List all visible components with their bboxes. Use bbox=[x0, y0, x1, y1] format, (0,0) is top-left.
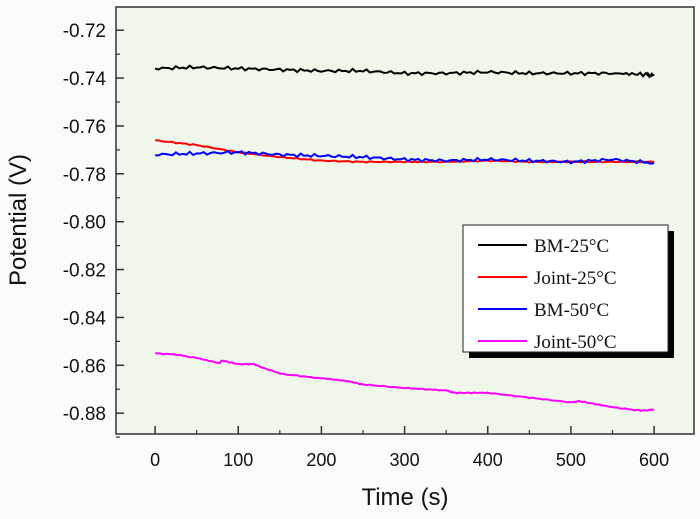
y-tick-label: -0.72 bbox=[63, 21, 106, 42]
legend-label-3: BM-50°C bbox=[534, 300, 609, 321]
y-tick-label: -0.84 bbox=[63, 308, 107, 329]
x-tick-label: 200 bbox=[306, 450, 336, 470]
legend-box bbox=[462, 224, 669, 353]
series-line-4 bbox=[154, 352, 655, 412]
y-tick-label: -0.76 bbox=[63, 117, 106, 138]
x-tick-label: 0 bbox=[150, 450, 160, 470]
y-tick-label: -0.88 bbox=[63, 404, 106, 425]
y-tick-label: -0.78 bbox=[63, 165, 106, 186]
y-tick-label: -0.80 bbox=[63, 213, 106, 234]
y-tick-label: -0.74 bbox=[63, 69, 107, 90]
x-axis-label: Time (s) bbox=[361, 484, 448, 511]
y-tick-label: -0.86 bbox=[63, 356, 106, 377]
series-line-1 bbox=[154, 64, 655, 79]
y-axis-label: Potential (V) bbox=[5, 154, 32, 286]
x-tick-label: 100 bbox=[223, 450, 253, 470]
plot-area bbox=[116, 7, 694, 434]
x-tick-label: 400 bbox=[473, 450, 503, 470]
y-tick-label: -0.82 bbox=[63, 261, 106, 282]
series-line-3 bbox=[155, 150, 655, 165]
x-tick-label: 500 bbox=[556, 450, 586, 470]
legend: BM-25°C Joint-25°C BM-50°C Joint-50°C bbox=[462, 224, 674, 358]
legend-label-1: BM-25°C bbox=[534, 236, 609, 257]
legend-label-2: Joint-25°C bbox=[534, 268, 617, 289]
x-tick-label: 300 bbox=[390, 450, 420, 470]
legend-label-4: Joint-50°C bbox=[534, 332, 617, 353]
x-tick-label: 600 bbox=[639, 450, 669, 470]
